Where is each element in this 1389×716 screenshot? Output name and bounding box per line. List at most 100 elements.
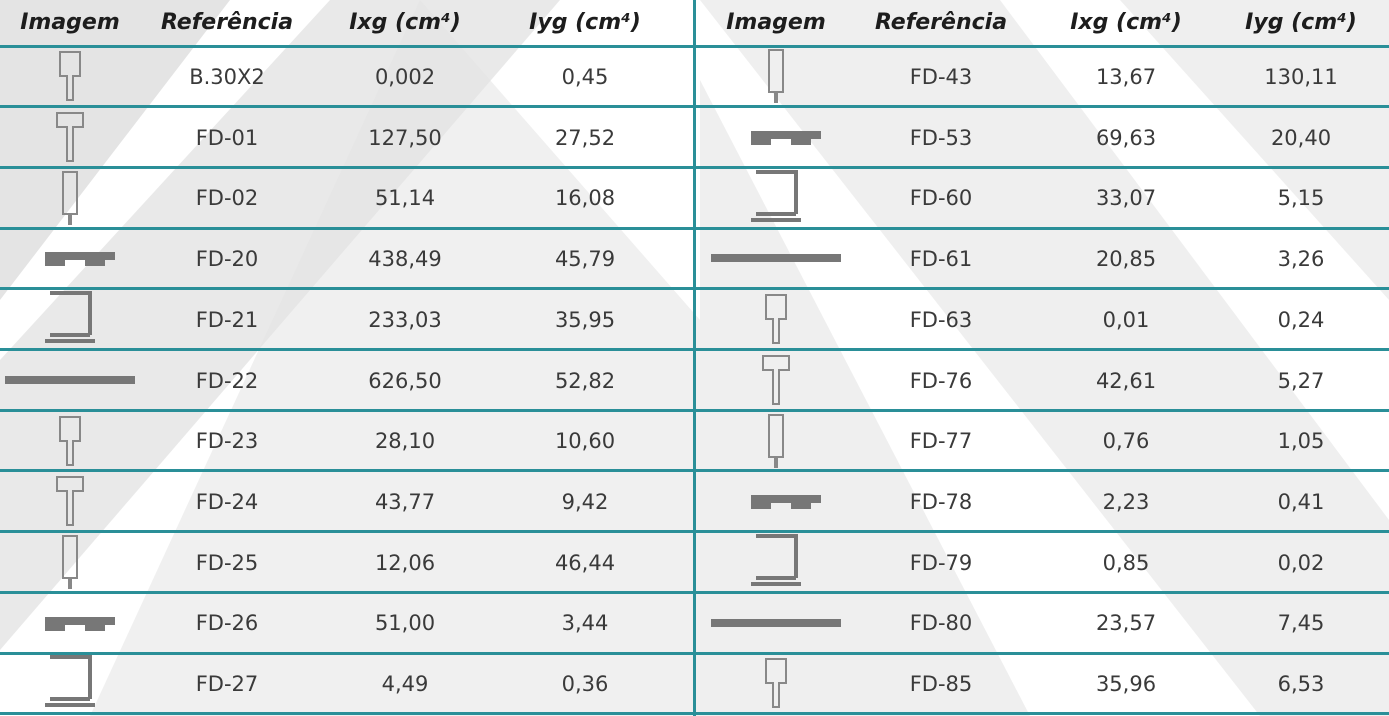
row-rule bbox=[696, 226, 1389, 230]
row-rule bbox=[0, 712, 693, 716]
column-header: Imagem bbox=[726, 10, 826, 35]
reference: FD-43 bbox=[909, 65, 973, 89]
moment-value: 43,77 bbox=[374, 489, 436, 514]
moment-value: 0,76 bbox=[1102, 429, 1150, 454]
moment-value: 127,50 bbox=[368, 125, 442, 150]
moment-value: 0,45 bbox=[561, 65, 609, 89]
profile-icon bbox=[56, 112, 84, 163]
moment-value: 0,002 bbox=[374, 65, 436, 89]
profile-icon bbox=[762, 354, 790, 405]
row-rule bbox=[696, 651, 1389, 655]
moment-value: 130,11 bbox=[1264, 65, 1338, 89]
row-rule bbox=[696, 469, 1389, 473]
moment-value: 51,00 bbox=[374, 611, 436, 636]
reference: FD-20 bbox=[195, 247, 259, 272]
reference: FD-25 bbox=[195, 550, 259, 575]
moment-value: 28,10 bbox=[374, 429, 436, 454]
profile-icon bbox=[45, 291, 95, 344]
row-rule bbox=[0, 44, 693, 48]
moment-value: 69,63 bbox=[1095, 125, 1157, 150]
moment-value: 51,14 bbox=[374, 186, 436, 211]
row-rule bbox=[0, 590, 693, 594]
column-header: Ixg (cm⁴) bbox=[1070, 10, 1182, 35]
moment-value: 7,45 bbox=[1277, 611, 1325, 636]
reference: FD-61 bbox=[909, 247, 973, 272]
column-header: Referência bbox=[160, 10, 294, 35]
moment-value: 35,96 bbox=[1095, 672, 1157, 696]
moment-value: 45,79 bbox=[554, 247, 616, 272]
reference: FD-77 bbox=[909, 429, 973, 454]
moment-value: 16,08 bbox=[554, 186, 616, 211]
moment-value: 626,50 bbox=[368, 368, 442, 393]
column-header: Imagem bbox=[20, 10, 120, 35]
profile-icon bbox=[45, 655, 95, 708]
row-rule bbox=[696, 408, 1389, 412]
moment-value: 6,53 bbox=[1277, 672, 1325, 696]
moment-value: 0,02 bbox=[1277, 550, 1325, 575]
moment-value: 23,57 bbox=[1095, 611, 1157, 636]
profile-icon bbox=[751, 131, 821, 146]
profile-icon bbox=[751, 533, 801, 586]
profile-icon bbox=[751, 169, 801, 222]
profile-icon bbox=[711, 618, 841, 627]
moment-value: 233,03 bbox=[368, 307, 442, 332]
profile-icon bbox=[5, 375, 135, 384]
moment-value: 9,42 bbox=[561, 489, 609, 514]
row-rule bbox=[0, 408, 693, 412]
reference: FD-76 bbox=[909, 368, 973, 393]
profile-icon bbox=[711, 254, 841, 263]
moment-value: 3,44 bbox=[561, 611, 609, 636]
moment-value: 4,49 bbox=[381, 672, 429, 696]
moment-value: 33,07 bbox=[1095, 186, 1157, 211]
moment-value: 0,01 bbox=[1102, 307, 1150, 332]
moment-value: 2,23 bbox=[1102, 489, 1150, 514]
moment-value: 13,67 bbox=[1095, 65, 1157, 89]
column-header: Ixg (cm⁴) bbox=[349, 10, 461, 35]
reference: FD-63 bbox=[909, 307, 973, 332]
row-rule bbox=[0, 165, 693, 169]
profile-icon bbox=[45, 252, 115, 267]
profile-icon bbox=[768, 49, 784, 104]
reference: FD-78 bbox=[909, 489, 973, 514]
moment-value: 46,44 bbox=[554, 550, 616, 575]
reference: FD-79 bbox=[909, 550, 973, 575]
row-rule bbox=[696, 287, 1389, 291]
profile-icon bbox=[768, 413, 784, 468]
reference: FD-02 bbox=[195, 186, 259, 211]
moment-value: 52,82 bbox=[554, 368, 616, 393]
reference: FD-22 bbox=[195, 368, 259, 393]
profile-icon bbox=[62, 534, 78, 589]
row-rule bbox=[0, 348, 693, 351]
row-rule bbox=[0, 105, 693, 109]
profile-icon bbox=[59, 415, 81, 466]
profile-icon bbox=[59, 51, 81, 102]
reference: FD-23 bbox=[195, 429, 259, 454]
moment-value: 35,95 bbox=[554, 307, 616, 332]
moment-value: 10,60 bbox=[554, 429, 616, 454]
reference: FD-01 bbox=[195, 125, 259, 150]
moment-value: 20,85 bbox=[1095, 247, 1157, 272]
row-rule bbox=[0, 287, 693, 291]
divider bbox=[693, 0, 696, 716]
reference: FD-21 bbox=[195, 307, 259, 332]
reference: FD-27 bbox=[195, 672, 259, 696]
profile-icon bbox=[751, 495, 821, 510]
profile-icon bbox=[765, 658, 787, 709]
column-header: Iyg (cm⁴) bbox=[1245, 10, 1357, 35]
moment-value: 0,24 bbox=[1277, 307, 1325, 332]
reference: FD-26 bbox=[195, 611, 259, 636]
profile-icon bbox=[765, 294, 787, 345]
profile-icon bbox=[62, 170, 78, 225]
row-rule bbox=[696, 105, 1389, 109]
row-rule bbox=[0, 469, 693, 473]
moment-value: 20,40 bbox=[1270, 125, 1332, 150]
profile-icon bbox=[45, 616, 115, 631]
reference: FD-80 bbox=[909, 611, 973, 636]
reference: FD-60 bbox=[909, 186, 973, 211]
reference: FD-85 bbox=[909, 672, 973, 696]
moment-value: 0,41 bbox=[1277, 489, 1325, 514]
row-rule bbox=[0, 530, 693, 534]
row-rule bbox=[696, 348, 1389, 351]
